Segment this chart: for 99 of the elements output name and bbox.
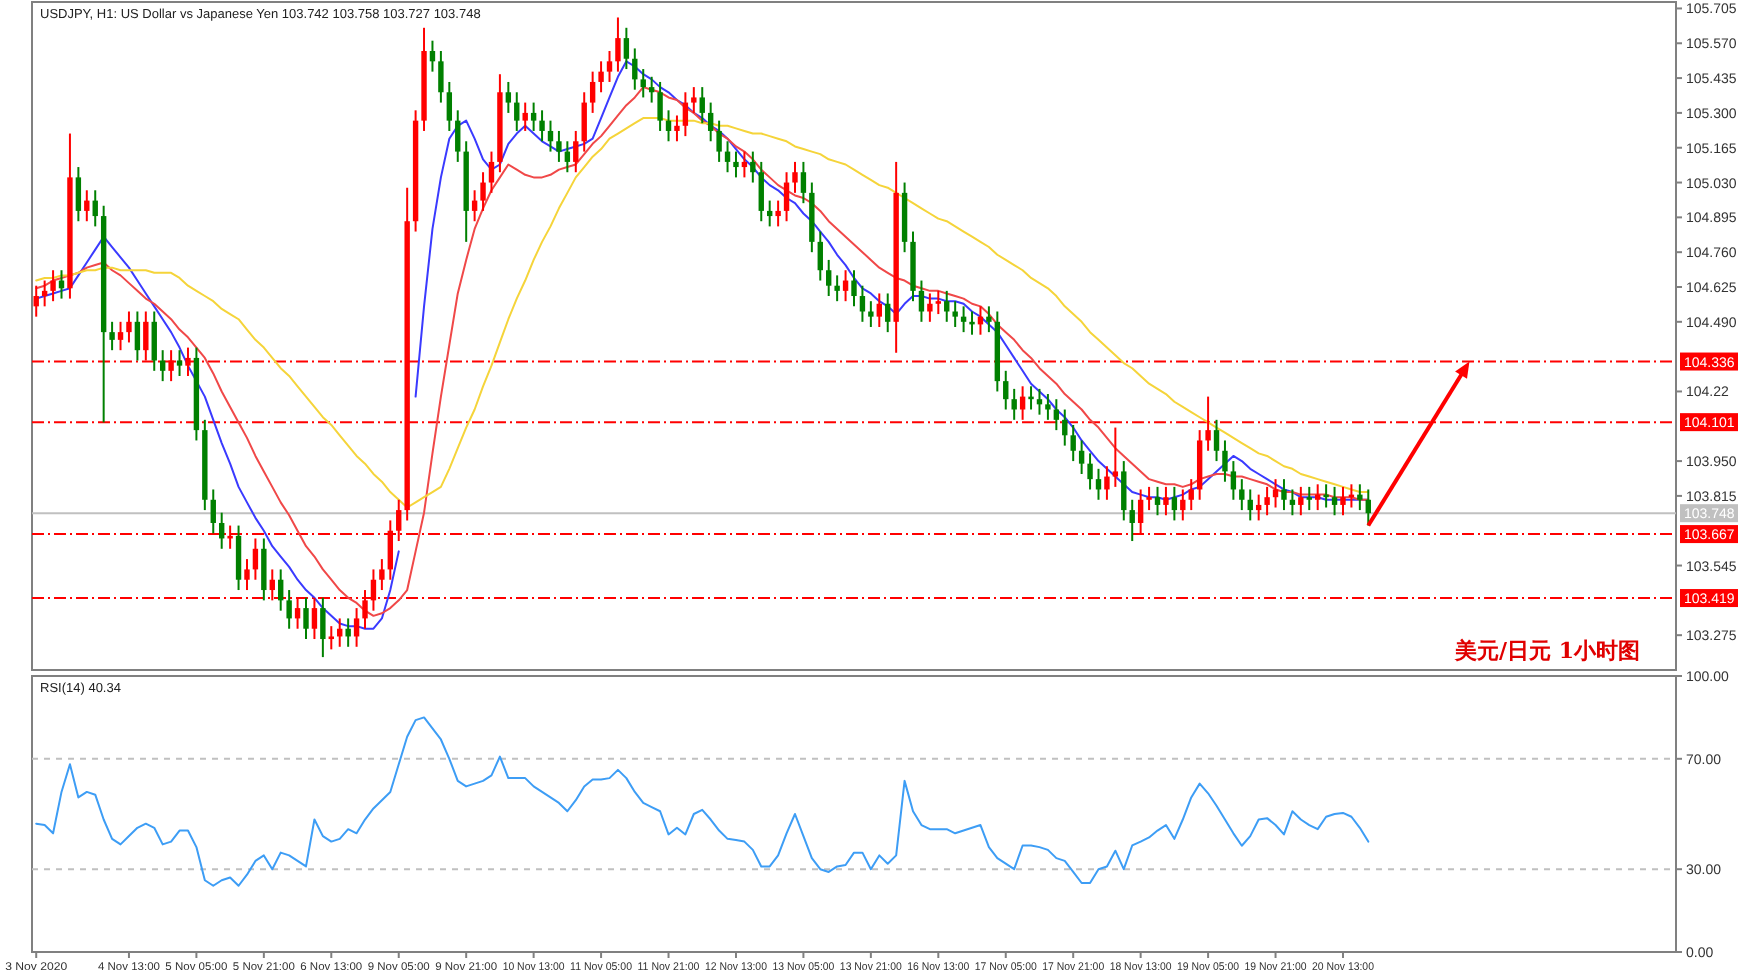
candlestick — [573, 129, 579, 174]
candlestick — [218, 511, 225, 550]
candlestick — [1171, 485, 1178, 522]
candlestick — [1045, 393, 1051, 421]
candlestick — [1230, 460, 1237, 501]
candlestick — [210, 488, 216, 535]
candlestick — [1121, 460, 1127, 522]
candlestick — [480, 171, 486, 212]
candlestick — [1087, 452, 1093, 491]
candlestick — [1281, 478, 1287, 512]
candlestick — [800, 160, 807, 205]
candlestick — [353, 607, 360, 648]
candlestick — [261, 537, 267, 602]
candlestick — [1003, 369, 1009, 411]
candlestick — [691, 86, 697, 114]
line-series — [35, 716, 1370, 887]
candlestick — [1154, 485, 1161, 517]
candlestick — [606, 50, 613, 83]
candlestick — [716, 119, 722, 163]
candlestick — [657, 80, 663, 132]
candlestick — [1239, 478, 1245, 512]
candlestick — [1188, 478, 1194, 512]
candlestick — [109, 320, 115, 352]
candlestick — [134, 310, 141, 362]
candlestick — [1222, 439, 1228, 483]
candlestick — [640, 68, 646, 99]
candlestick — [235, 524, 242, 592]
candlestick — [1070, 423, 1076, 463]
candlestick — [278, 568, 284, 612]
candlestick — [876, 292, 882, 328]
candlestick — [817, 230, 823, 282]
candlestick — [632, 47, 638, 91]
candlestick — [151, 310, 157, 372]
candlestick — [505, 80, 512, 114]
candlestick — [117, 320, 124, 352]
candlestick — [1357, 483, 1363, 512]
candlestick — [126, 310, 132, 344]
candlestick — [556, 129, 562, 163]
candlestick — [75, 166, 82, 223]
candlestick — [1011, 387, 1017, 421]
candlestick — [758, 160, 764, 223]
candlestick — [935, 289, 942, 316]
candlestick — [682, 91, 689, 138]
candlestick — [674, 114, 680, 143]
candlestick — [488, 150, 495, 194]
candlestick — [1264, 485, 1270, 517]
candlestick — [514, 91, 520, 132]
candlestick — [530, 101, 537, 132]
candlestick — [581, 91, 587, 153]
candlestick — [927, 292, 933, 323]
candlestick — [707, 101, 714, 143]
candlestick — [598, 60, 604, 94]
candlestick — [792, 160, 798, 194]
candlestick — [1078, 439, 1085, 475]
candlestick — [1213, 418, 1220, 463]
candlestick — [589, 70, 596, 114]
candlestick — [699, 86, 705, 125]
candlestick — [783, 171, 790, 223]
candlestick — [615, 16, 621, 73]
candlestick — [623, 26, 630, 71]
candlestick — [885, 292, 891, 334]
annotation: 美元/日元 1小时图 — [1452, 638, 1640, 664]
candlestick — [1298, 485, 1304, 517]
candlestick — [826, 258, 832, 298]
candlestick — [50, 269, 56, 303]
candlestick — [455, 109, 461, 163]
candlestick — [750, 150, 756, 184]
candlestick — [320, 596, 326, 659]
candlestick — [1112, 426, 1119, 488]
candlestick — [1306, 485, 1312, 512]
candlestick — [92, 189, 98, 228]
candlestick — [859, 284, 866, 323]
candlestick — [1062, 408, 1068, 447]
candlestick — [952, 300, 958, 328]
candlestick — [1104, 465, 1110, 501]
candlestick — [345, 617, 351, 648]
candlestick — [1146, 485, 1152, 512]
candlestick — [522, 101, 528, 132]
candlestick — [438, 50, 444, 104]
candlestick — [379, 558, 385, 592]
candlestick — [986, 305, 992, 334]
candlestick — [775, 199, 781, 228]
candlestick — [1331, 485, 1338, 517]
candlestick — [1272, 478, 1279, 509]
candlestick — [1129, 498, 1135, 543]
candlestick — [286, 589, 292, 630]
candlestick — [834, 274, 840, 303]
candlestick — [1163, 485, 1169, 517]
candlestick — [868, 300, 874, 328]
candlestick — [851, 269, 857, 308]
candlestick — [446, 80, 453, 132]
candlestick — [328, 625, 334, 651]
candlestick — [244, 558, 250, 592]
candlestick — [918, 279, 925, 323]
candlestick — [303, 596, 309, 641]
candlestick — [539, 109, 545, 143]
candlestick — [1365, 488, 1371, 527]
candlestick — [733, 150, 739, 179]
candlestick — [1340, 485, 1346, 517]
